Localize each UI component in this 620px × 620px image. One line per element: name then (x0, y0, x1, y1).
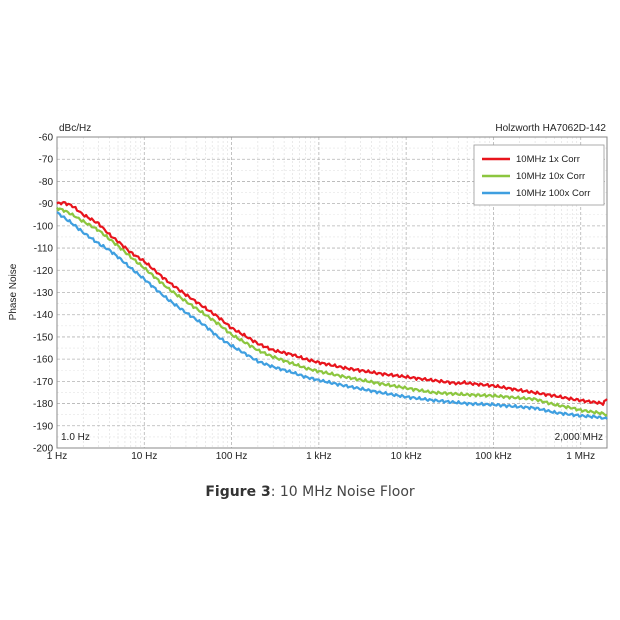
x-tick-labels: 1 Hz 10 Hz 100 Hz 1 kHz 10 kHz 100 kHz 1 MHz (47, 451, 595, 462)
y-axis-label: Phase Noise (8, 263, 19, 320)
y-tick-label: -200 (33, 444, 53, 455)
x-tick-label: 1 Hz (47, 451, 68, 462)
plot-border (56, 136, 608, 449)
x-tick-label: 10 Hz (131, 451, 157, 462)
legend-label-100x: 10MHz 100x Corr (516, 188, 590, 199)
end-frequency-annotation: 2,000 MHz (555, 432, 603, 443)
y-tick-label: -80 (39, 177, 54, 188)
y-tick-label: -160 (33, 355, 53, 366)
y-unit-label: dBc/Hz (59, 123, 91, 134)
y-tick-label: -110 (34, 244, 54, 255)
legend-label-1x: 10MHz 1x Corr (516, 154, 580, 165)
phase-noise-chart: -60 -70 -80 -90 -100 -110 -120 -130 -140 -150 -160… (8, 123, 608, 462)
x-tick-label: 100 Hz (216, 451, 248, 462)
series-layer (56, 200, 608, 420)
figure-caption: Figure 3: 10 MHz Noise Floor (0, 484, 620, 500)
series-line-10x-corr (56, 207, 608, 417)
y-tick-label: -180 (33, 399, 53, 410)
series-line-1x-corr (56, 200, 608, 406)
figure-caption-text: : 10 MHz Noise Floor (270, 484, 415, 500)
y-tick-label: -140 (33, 310, 53, 321)
y-tick-label: -130 (33, 288, 53, 299)
x-tick-label: 10 kHz (391, 451, 422, 462)
y-tick-label: -60 (39, 133, 54, 144)
y-tick-label: -120 (33, 266, 53, 277)
legend: 10MHz 1x Corr 10MHz 10x Corr 10MHz 100x … (473, 144, 605, 206)
legend-label-10x: 10MHz 10x Corr (516, 171, 585, 182)
y-tick-label: -70 (39, 155, 54, 166)
x-tick-label: 1 kHz (306, 451, 332, 462)
y-tick-label: -170 (33, 377, 53, 388)
x-tick-label: 100 kHz (475, 451, 512, 462)
x-tick-label: 1 MHz (566, 451, 595, 462)
series-line-100x-corr (56, 211, 608, 420)
y-tick-label: -190 (33, 421, 53, 432)
y-tick-label: -100 (33, 221, 53, 232)
chart-title: Holzworth HA7062D-142 (495, 123, 606, 134)
y-tick-label: -150 (33, 332, 53, 343)
start-frequency-annotation: 1.0 Hz (61, 432, 90, 443)
y-tick-labels: -60 -70 -80 -90 -100 -110 -120 -130 -140 -150 -160… (33, 133, 53, 455)
y-tick-label: -90 (39, 199, 54, 210)
figure-caption-label: Figure 3 (205, 484, 271, 500)
